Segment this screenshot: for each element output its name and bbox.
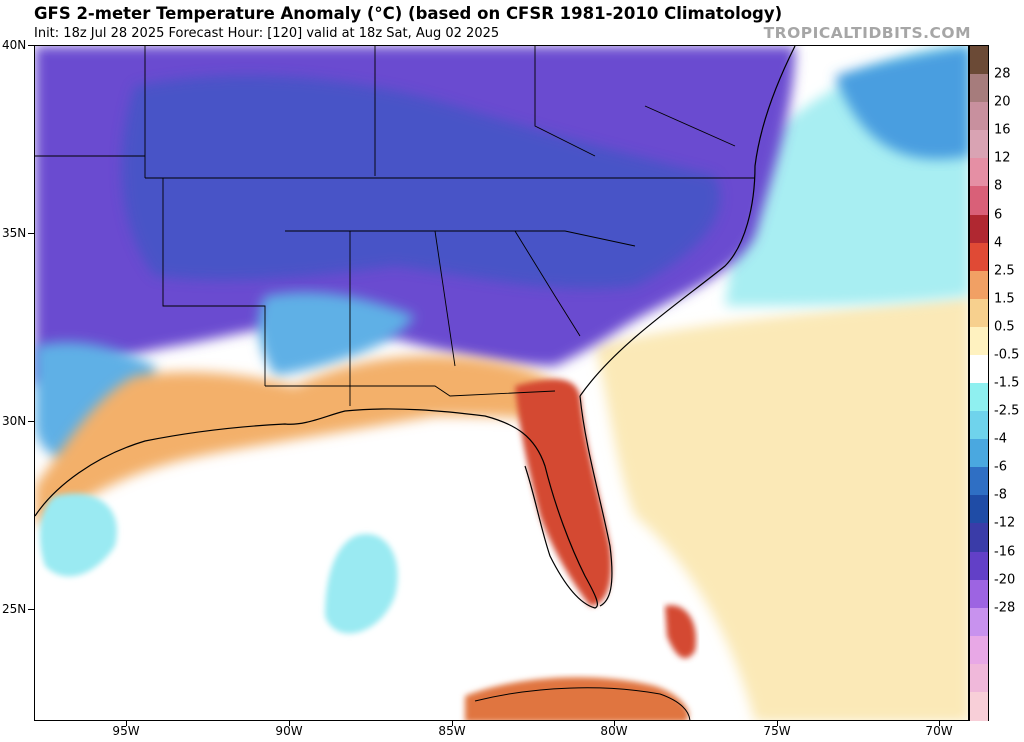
gulf-cool-patch bbox=[325, 534, 398, 634]
colorbar-segment bbox=[970, 411, 988, 440]
gulf-coast-cool-zone bbox=[258, 292, 415, 376]
colorbar-segment bbox=[970, 130, 988, 159]
colorbar-label: -0.5 bbox=[994, 347, 1020, 363]
colorbar-segment bbox=[970, 551, 988, 581]
colorbar-label: -4 bbox=[994, 431, 1007, 447]
chart-title: GFS 2-meter Temperature Anomaly (°C) (ba… bbox=[34, 4, 783, 23]
colorbar-label: -6 bbox=[994, 459, 1007, 475]
colorbar-segment bbox=[970, 242, 988, 272]
florida-east-coastline bbox=[579, 395, 613, 607]
lon-label-70w: 70W bbox=[925, 724, 953, 738]
lat-label-40n: 40N bbox=[2, 38, 27, 52]
colorbar-segment bbox=[970, 439, 988, 468]
colorbar-segment bbox=[970, 579, 988, 609]
chart-subtitle: Init: 18z Jul 28 2025 Forecast Hour: [12… bbox=[34, 26, 500, 41]
colorbar-segment bbox=[970, 214, 988, 244]
colorbar-segment bbox=[970, 691, 988, 721]
colorbar-segment bbox=[970, 495, 988, 524]
colorbar-segment bbox=[970, 158, 988, 187]
state-borders bbox=[35, 46, 755, 406]
colorbar bbox=[969, 45, 989, 721]
lon-label-75w: 75W bbox=[763, 724, 791, 738]
colorbar-segment bbox=[970, 102, 988, 131]
colorbar-label: -1.5 bbox=[994, 375, 1020, 391]
atlantic-coastline bbox=[579, 46, 796, 397]
colorbar-segment bbox=[970, 467, 988, 496]
colorbar-label: -20 bbox=[994, 572, 1016, 588]
colorbar-label: 20 bbox=[994, 94, 1011, 110]
cuba-warm-zone bbox=[465, 677, 689, 720]
lon-tick bbox=[452, 721, 453, 726]
colorbar-label: 0.5 bbox=[994, 319, 1015, 335]
lon-label-95w: 95W bbox=[112, 724, 140, 738]
lon-tick bbox=[289, 721, 290, 726]
lat-label-35n: 35N bbox=[2, 226, 27, 240]
colorbar-label: -8 bbox=[994, 487, 1007, 503]
colorbar-segment bbox=[970, 607, 988, 637]
colorbar-label: 4 bbox=[994, 235, 1003, 251]
colorbar-label: 16 bbox=[994, 122, 1011, 138]
lat-label-30n: 30N bbox=[2, 414, 27, 428]
atlantic-cold-core bbox=[835, 46, 968, 160]
lat-tick bbox=[28, 421, 34, 422]
colorbar-segment bbox=[970, 663, 988, 693]
lat-tick bbox=[28, 233, 34, 234]
colorbar-segment bbox=[970, 383, 988, 412]
lat-tick bbox=[28, 609, 34, 610]
colorbar-segment bbox=[970, 354, 988, 384]
lon-tick bbox=[126, 721, 127, 726]
anomaly-map bbox=[34, 45, 969, 721]
colorbar-segment bbox=[970, 298, 988, 328]
cuba-coastline bbox=[474, 687, 691, 720]
colorbar-label: -28 bbox=[994, 600, 1016, 616]
florida-warm-core bbox=[515, 379, 612, 606]
lon-label-80w: 80W bbox=[600, 724, 628, 738]
colorbar-label: 28 bbox=[994, 66, 1011, 82]
bahamas-warm-zone bbox=[665, 605, 696, 659]
colorbar-label: 12 bbox=[994, 150, 1011, 166]
colorbar-label: -12 bbox=[994, 515, 1016, 531]
colorbar-label: -16 bbox=[994, 544, 1016, 559]
map-canvas bbox=[35, 46, 968, 720]
brand-logo: TROPICALTIDBITS.COM bbox=[763, 24, 971, 42]
colorbar-label: 8 bbox=[994, 178, 1003, 194]
colorbar-segment bbox=[970, 74, 988, 103]
colorbar-label: 2.5 bbox=[994, 263, 1015, 279]
lat-tick bbox=[28, 45, 34, 46]
colorbar-segment bbox=[970, 523, 988, 553]
colorbar-segment bbox=[970, 46, 988, 75]
lon-tick bbox=[777, 721, 778, 726]
lon-label-90w: 90W bbox=[275, 724, 303, 738]
colorbar-segment bbox=[970, 186, 988, 216]
lon-tick bbox=[614, 721, 615, 726]
gulf-coastline bbox=[35, 408, 598, 609]
lat-label-25n: 25N bbox=[2, 602, 27, 616]
colorbar-label: 1.5 bbox=[994, 291, 1015, 307]
colorbar-segment bbox=[970, 326, 988, 356]
lon-tick bbox=[939, 721, 940, 726]
lon-label-85w: 85W bbox=[438, 724, 466, 738]
texas-coastal-cool-patch bbox=[39, 493, 117, 577]
colorbar-label: 6 bbox=[994, 207, 1003, 222]
atlantic-warm-zone bbox=[595, 296, 968, 720]
land-cold-blue-zone bbox=[121, 75, 721, 289]
colorbar-label: -2.5 bbox=[994, 403, 1020, 419]
colorbar-segment bbox=[970, 270, 988, 300]
colorbar-segment bbox=[970, 635, 988, 665]
gulf-coast-warm-band bbox=[35, 355, 575, 526]
